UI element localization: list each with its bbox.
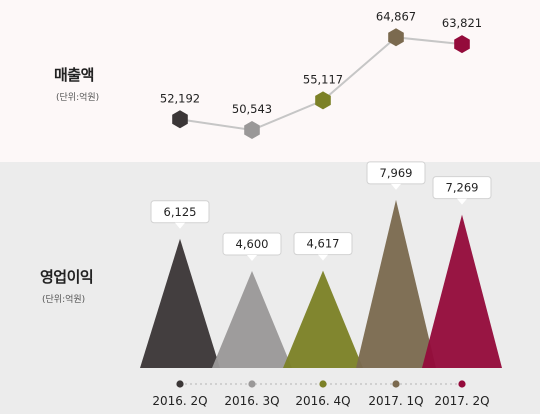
profit-callout-pointer-1 xyxy=(175,222,185,229)
x-tick-label-1: 2016. 2Q xyxy=(152,394,207,408)
profit-value-label-5: 7,269 xyxy=(446,181,479,195)
revenue-unit: (단위:억원) xyxy=(56,93,100,103)
operating-profit-unit: (단위:억원) xyxy=(42,295,86,305)
revenue-value-label-2: 50,543 xyxy=(232,102,272,116)
profit-value-label-2: 4,600 xyxy=(236,237,269,251)
revenue-value-label-5: 63,821 xyxy=(442,16,482,30)
profit-callout-pointer-5 xyxy=(457,198,467,205)
revenue-panel xyxy=(0,0,540,162)
profit-value-label-4: 7,969 xyxy=(380,166,413,180)
revenue-marker-3 xyxy=(315,91,331,110)
x-axis-dot-4 xyxy=(392,380,400,388)
revenue-title: 매출액 xyxy=(54,66,94,84)
profit-triangle-3 xyxy=(283,270,363,368)
x-axis-dot-3 xyxy=(319,380,327,388)
revenue-value-label-1: 52,192 xyxy=(160,91,200,105)
revenue-marker-1 xyxy=(172,110,188,129)
profit-callout-pointer-4 xyxy=(391,183,401,190)
profit-callout-pointer-2 xyxy=(247,254,257,261)
profit-callout-pointer-3 xyxy=(318,254,328,261)
x-tick-label-5: 2017. 2Q xyxy=(434,394,489,408)
profit-triangle-2 xyxy=(212,270,292,368)
profit-value-label-3: 4,617 xyxy=(307,237,340,251)
revenue-marker-4 xyxy=(388,28,404,47)
x-tick-label-4: 2017. 1Q xyxy=(368,394,423,408)
revenue-marker-2 xyxy=(244,121,260,139)
x-axis-dot-5 xyxy=(458,380,466,388)
operating-profit-title: 영업이익 xyxy=(40,268,94,286)
revenue-value-label-4: 64,867 xyxy=(376,9,416,23)
x-tick-label-3: 2016. 4Q xyxy=(295,394,350,408)
profit-triangle-5 xyxy=(422,214,502,368)
profit-triangle-1 xyxy=(140,238,220,368)
revenue-marker-5 xyxy=(454,35,470,54)
profit-triangle-4 xyxy=(356,199,436,368)
revenue-value-label-3: 55,117 xyxy=(303,72,343,86)
x-axis-dot-2 xyxy=(248,380,256,388)
x-axis-dot-1 xyxy=(176,380,184,388)
profit-value-label-1: 6,125 xyxy=(164,205,197,219)
x-tick-label-2: 2016. 3Q xyxy=(224,394,279,408)
